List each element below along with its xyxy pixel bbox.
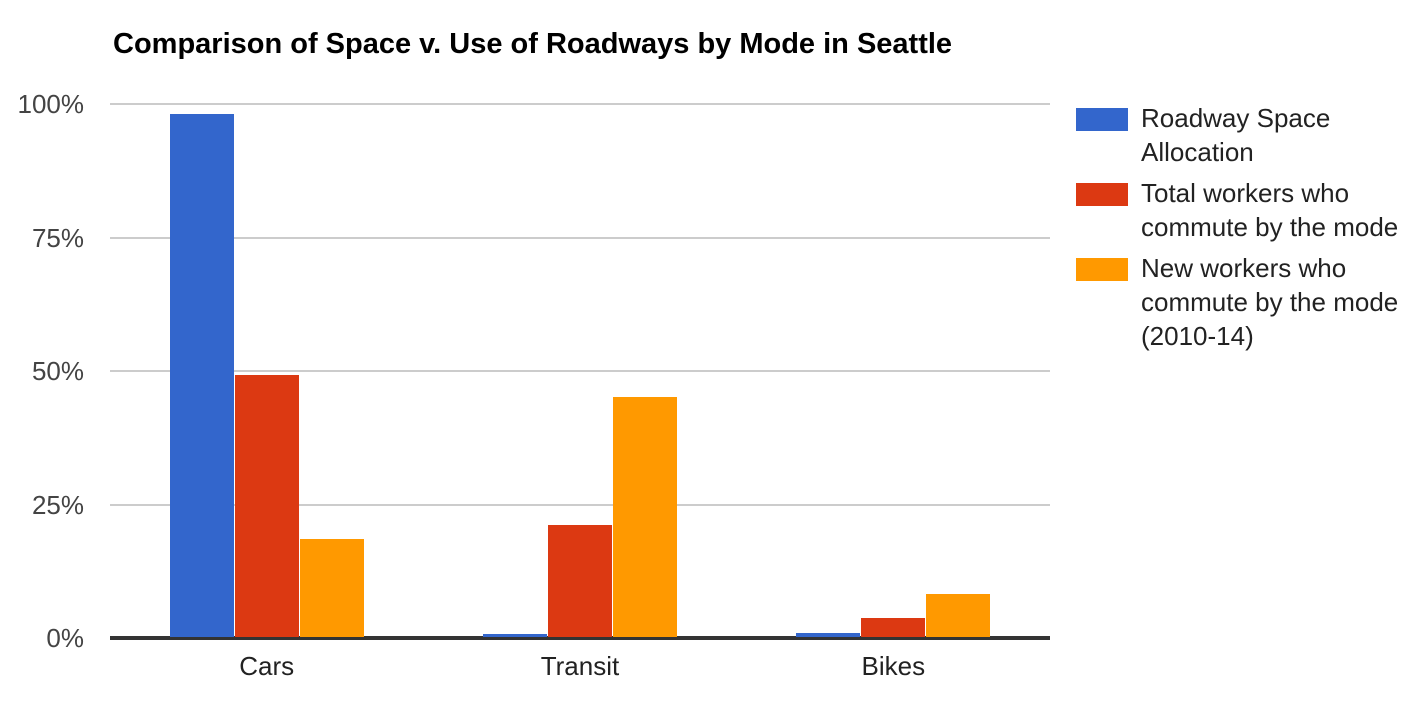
y-tick-label-75: 75%	[31, 222, 84, 253]
legend-label: Total workers who commute by the mode	[1141, 178, 1399, 242]
bar-transit-total-workers-who-commute-by-the-mode[interactable]	[547, 524, 612, 637]
bar-cars-new-workers-who-commute-by-the-mode-2010-14[interactable]	[299, 538, 364, 637]
bar-group-bikes	[737, 104, 1050, 637]
bar-bikes-new-workers-who-commute-by-the-mode-2010-14[interactable]	[926, 594, 991, 637]
legend-swatch-roadway-space-allocation	[1076, 108, 1128, 131]
bar-cars-roadway-space-allocation[interactable]	[169, 113, 234, 637]
legend-label: Roadway Space Allocation	[1141, 103, 1331, 167]
legend: Roadway Space Allocation Total workers wh…	[1076, 101, 1416, 360]
plot-area	[110, 103, 1050, 640]
legend-item-roadway-space-allocation: Roadway Space Allocation	[1076, 101, 1416, 169]
x-axis-line	[110, 636, 1050, 640]
bar-group-transit	[423, 104, 736, 637]
bar-cars-total-workers-who-commute-by-the-mode[interactable]	[234, 375, 299, 637]
x-tick-label-bikes: Bikes	[861, 651, 926, 681]
chart-title: Comparison of Space v. Use of Roadways b…	[113, 28, 953, 60]
y-tick-label-50: 50%	[31, 356, 84, 386]
y-tick-label-25: 25%	[31, 489, 84, 520]
y-tick-label-0: 0%	[46, 623, 84, 653]
legend-swatch-new-workers-who-commute-by-the-mode-2010-14	[1076, 258, 1128, 281]
gridline-25	[110, 503, 1050, 506]
gridline-50	[110, 370, 1050, 372]
x-tick-label-cars: Cars	[239, 651, 295, 681]
bar-transit-new-workers-who-commute-by-the-mode-2010-14[interactable]	[612, 396, 677, 637]
bar-bikes-total-workers-who-commute-by-the-mode[interactable]	[861, 618, 926, 637]
gridline-75	[110, 236, 1050, 239]
bar-transit-roadway-space-allocation[interactable]	[482, 634, 547, 637]
bar-group-cars	[110, 104, 423, 637]
bar-bikes-roadway-space-allocation[interactable]	[796, 633, 861, 637]
y-tick-label-100: 100%	[17, 89, 85, 119]
gridline-100	[110, 103, 1050, 105]
legend-label: New workers who commute by the mode (201…	[1141, 253, 1399, 351]
legend-swatch-total-workers-who-commute-by-the-mode	[1076, 183, 1128, 206]
x-tick-label-transit: Transit	[540, 651, 620, 681]
legend-item-new-workers-who-commute-by-the-mode-2010-14: New workers who commute by the mode (201…	[1076, 251, 1416, 353]
legend-item-total-workers-who-commute-by-the-mode: Total workers who commute by the mode	[1076, 176, 1416, 244]
